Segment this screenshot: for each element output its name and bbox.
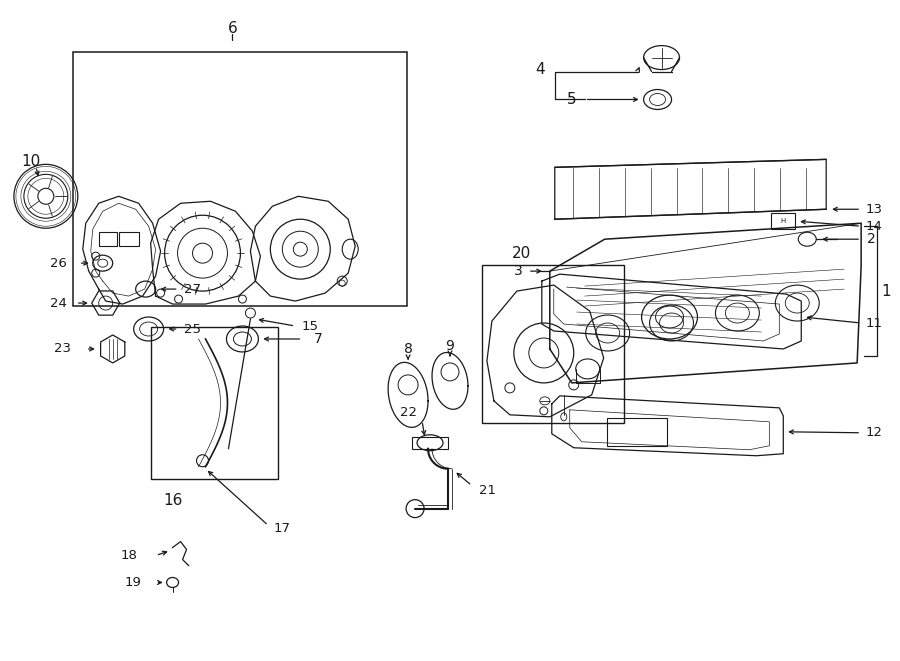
Text: 19: 19 bbox=[124, 576, 141, 589]
Text: 4: 4 bbox=[535, 62, 544, 77]
Text: 6: 6 bbox=[228, 21, 238, 36]
Text: 27: 27 bbox=[184, 283, 201, 295]
Text: H: H bbox=[780, 218, 786, 224]
Text: 20: 20 bbox=[512, 246, 532, 260]
Text: 12: 12 bbox=[866, 426, 883, 440]
Text: 3: 3 bbox=[514, 264, 522, 278]
Text: 26: 26 bbox=[50, 256, 68, 270]
Text: 1: 1 bbox=[881, 284, 891, 299]
Text: 16: 16 bbox=[163, 493, 183, 508]
Bar bbox=[99, 232, 117, 246]
Text: 2: 2 bbox=[867, 232, 876, 246]
Text: 11: 11 bbox=[866, 317, 883, 330]
Text: 24: 24 bbox=[50, 297, 68, 309]
Text: 22: 22 bbox=[400, 407, 417, 419]
Text: 5: 5 bbox=[567, 92, 577, 107]
Bar bbox=[412, 437, 448, 449]
Text: 13: 13 bbox=[866, 203, 883, 215]
Bar bbox=[607, 418, 667, 446]
Bar bbox=[771, 214, 796, 229]
Bar bbox=[119, 232, 139, 246]
Bar bbox=[482, 265, 624, 423]
Text: 7: 7 bbox=[314, 332, 323, 346]
Text: 23: 23 bbox=[54, 342, 71, 356]
Text: 18: 18 bbox=[121, 549, 137, 562]
Text: 25: 25 bbox=[184, 323, 201, 336]
Text: 10: 10 bbox=[22, 154, 40, 169]
Text: 17: 17 bbox=[274, 522, 291, 535]
Text: 8: 8 bbox=[404, 342, 412, 356]
Text: 14: 14 bbox=[866, 219, 883, 233]
Text: 9: 9 bbox=[446, 339, 454, 353]
Text: 21: 21 bbox=[480, 484, 497, 497]
Text: 15: 15 bbox=[302, 319, 319, 332]
Bar bbox=[150, 327, 278, 479]
Bar bbox=[73, 52, 407, 306]
